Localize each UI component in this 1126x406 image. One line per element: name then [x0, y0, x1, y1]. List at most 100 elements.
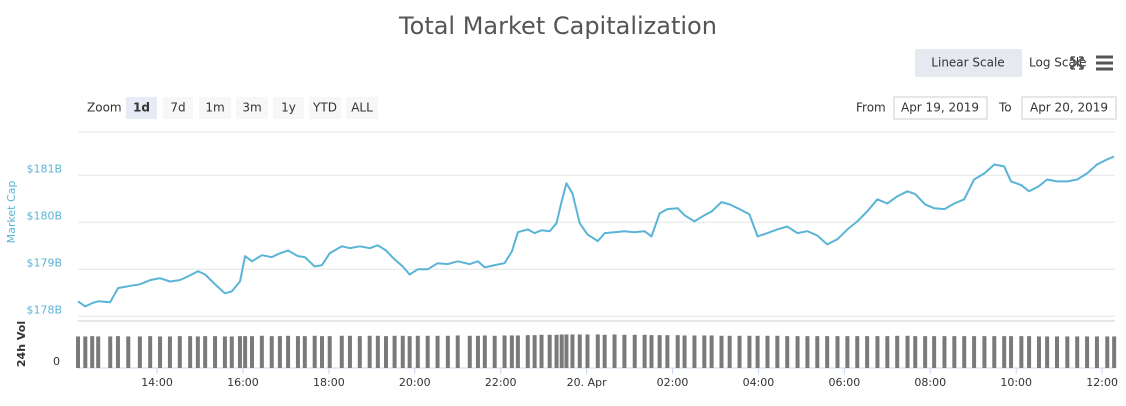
linear-scale-label: Linear Scale: [931, 56, 1004, 70]
volume-bar: [622, 334, 627, 368]
volume-bar: [502, 335, 507, 368]
volume-bar: [435, 335, 440, 368]
x-tick-label: 10:00: [1000, 376, 1032, 389]
y-axis-title: Market Cap: [5, 181, 18, 244]
volume-bar: [1085, 336, 1090, 368]
x-tick-label: 20. Apr: [567, 376, 607, 389]
range-button-label: ALL: [351, 101, 373, 115]
volume-bar: [1112, 336, 1117, 368]
range-button[interactable]: [126, 97, 157, 119]
volume-bar: [795, 336, 800, 368]
volume-bar: [384, 336, 389, 368]
range-button-label: 1m: [205, 101, 224, 115]
volume-bar: [845, 336, 850, 368]
volume-bar: [972, 336, 977, 368]
x-tick-label: 06:00: [829, 376, 861, 389]
volume-bar: [612, 334, 617, 368]
x-tick-label: 12:00: [1086, 376, 1118, 389]
volume-bar: [475, 335, 480, 368]
zoom-label: Zoom: [87, 101, 122, 115]
volume-bar: [835, 336, 840, 368]
volume-bar: [357, 336, 362, 368]
volume-bar: [158, 336, 163, 368]
volume-bar: [547, 334, 552, 368]
volume-bar: [295, 336, 300, 368]
volume-bar: [702, 335, 707, 368]
volume-bar: [532, 335, 537, 368]
volume-bar: [400, 335, 405, 368]
range-button-label: YTD: [312, 101, 337, 115]
y-tick-label: $180B: [26, 209, 62, 222]
volume-bar: [775, 335, 780, 368]
volume-bar: [425, 335, 430, 368]
range-button[interactable]: [236, 97, 268, 119]
volume-bar: [982, 336, 987, 368]
volume-bar: [167, 336, 172, 368]
volume-bar: [269, 336, 274, 368]
range-button[interactable]: [273, 97, 304, 119]
to-value: Apr 20, 2019: [1030, 101, 1108, 115]
from-label: From: [856, 101, 886, 115]
volume-bar: [642, 334, 647, 368]
volume-bar: [602, 334, 607, 368]
volume-bar: [962, 336, 967, 368]
volume-bar: [865, 336, 870, 368]
volume-bar: [737, 335, 742, 368]
volume-bar: [137, 336, 142, 368]
menu-icon[interactable]: [1096, 55, 1113, 71]
volume-bar: [765, 335, 770, 368]
volume-bar: [229, 336, 234, 368]
volume-bar: [83, 336, 88, 368]
volume-bar: [96, 336, 101, 368]
x-tick-label: 14:00: [141, 376, 173, 389]
linear-scale-button[interactable]: [915, 49, 1022, 77]
volume-bar: [570, 334, 575, 368]
volume-bar: [657, 335, 662, 368]
volume-bar: [455, 335, 460, 368]
volume-bar: [1105, 336, 1110, 368]
range-button[interactable]: [346, 97, 378, 119]
volume-bar: [339, 335, 344, 368]
volume-bar: [875, 336, 880, 368]
x-tick-label: 16:00: [227, 376, 259, 389]
volume-bar: [805, 336, 810, 368]
volume-bar: [675, 335, 680, 368]
volume-bar: [415, 335, 420, 368]
volume-bar: [203, 336, 208, 368]
volume-bar: [509, 335, 514, 368]
y-tick-label: $179B: [26, 256, 62, 269]
volume-bar: [692, 335, 697, 368]
volume-bar: [682, 335, 687, 368]
volume-bar: [932, 336, 937, 368]
fullscreen-icon[interactable]: [1070, 56, 1084, 70]
to-input[interactable]: [1021, 96, 1117, 120]
volume-bar: [347, 335, 352, 368]
y2-tick-label: 0: [53, 355, 60, 368]
volume-bar: [525, 335, 530, 368]
volume-bar: [76, 336, 80, 368]
range-button[interactable]: [309, 97, 341, 119]
range-button[interactable]: [199, 97, 231, 119]
volume-bar: [237, 336, 242, 368]
range-button-label: 1y: [281, 101, 296, 115]
from-input[interactable]: [893, 96, 988, 120]
volume-bar: [719, 335, 724, 368]
volume-bar: [1065, 336, 1070, 368]
x-tick-label: 22:00: [485, 376, 517, 389]
volume-bar: [302, 336, 307, 368]
volume-bar: [895, 335, 900, 368]
volume-bar: [277, 336, 282, 368]
volume-bar: [515, 335, 520, 368]
volume-bar: [1055, 336, 1060, 368]
volume-bar: [320, 336, 324, 368]
volume-bar: [222, 336, 227, 368]
volume-bar: [327, 336, 332, 368]
volume-bar: [148, 336, 153, 368]
to-label: To: [998, 101, 1012, 115]
range-buttons: 1d 7d 1m 3m 1y YTD ALL: [126, 97, 378, 119]
volume-bar: [905, 335, 910, 368]
volume-bar: [312, 335, 317, 368]
range-button[interactable]: [163, 97, 193, 119]
volume-bar: [392, 335, 397, 368]
